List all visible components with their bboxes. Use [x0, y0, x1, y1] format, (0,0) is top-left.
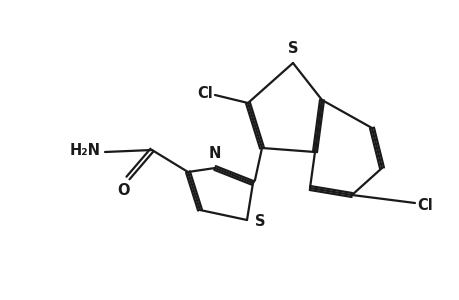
Text: O: O	[118, 183, 130, 198]
Text: N: N	[208, 146, 221, 161]
Text: S: S	[254, 214, 265, 229]
Text: H₂N: H₂N	[70, 142, 101, 158]
Text: S: S	[287, 41, 297, 56]
Text: Cl: Cl	[197, 85, 213, 100]
Text: Cl: Cl	[416, 197, 432, 212]
